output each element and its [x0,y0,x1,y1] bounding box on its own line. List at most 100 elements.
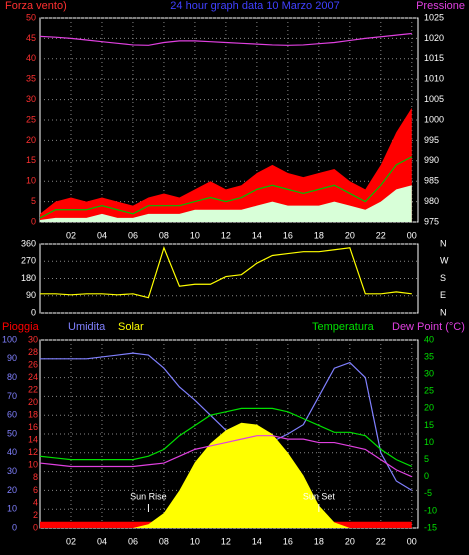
y2-tick-label: 35 [424,351,434,361]
y2-tick-label: 985 [424,176,439,186]
y-tick-label: 20 [26,135,36,145]
line [39,32,412,46]
y-tick-label: 20 [7,485,17,495]
x-tick-label: 02 [66,536,76,546]
legend-label: Umidita [68,321,106,333]
x-tick-label: 18 [314,230,324,240]
line [39,156,413,219]
y-tick-label: 0 [31,216,36,226]
y2-tick-label: 15 [424,420,434,430]
x-tick-label: 16 [283,230,293,240]
y2-tick-label: 1020 [424,33,444,43]
y3-tick-label: 24 [28,372,38,382]
y3-tick-label: 10 [28,460,38,470]
x-tick-label: 08 [159,536,169,546]
x-tick-label: 04 [97,230,107,240]
annotation: Sun Set [303,491,336,501]
y3-tick-label: 8 [33,472,38,482]
y2-tick-label: 990 [424,155,439,165]
y2-tick-label: 1000 [424,114,444,124]
x-tick-label: 22 [376,536,386,546]
legend-label: Pioggia [2,321,40,333]
y2-tick-label: 40 [424,334,434,344]
y3-tick-label: 4 [33,497,38,507]
y2-tick-label: -15 [424,522,437,532]
y2-tick-label: 30 [424,369,434,379]
y-tick-label: 0 [12,522,17,532]
y-tick-label: 100 [2,334,17,344]
x-tick-label: 22 [376,230,386,240]
y-tick-label: 25 [26,114,36,124]
x-tick-label: 20 [345,536,355,546]
y3-tick-label: 18 [28,410,38,420]
x-tick-label: 06 [128,536,138,546]
y-tick-label: 360 [21,238,36,248]
x-tick-label: 14 [252,230,262,240]
x-tick-label: 16 [283,536,293,546]
y3-tick-label: 6 [33,485,38,495]
direction-label: S [440,273,446,283]
y2-tick-label: 1015 [424,53,444,63]
legend-label: Solar [118,321,144,333]
direction-label: N [440,238,447,248]
y2-tick-label: 975 [424,216,439,226]
y3-tick-label: 30 [28,334,38,344]
y-tick-label: 70 [7,391,17,401]
x-tick-label: 08 [159,230,169,240]
x-tick-label: 10 [190,230,200,240]
y-tick-label: 5 [31,196,36,206]
y-tick-label: 30 [26,94,36,104]
chart-title: 24 hour graph data 10 Marzo 2007 [170,0,339,12]
y-tick-label: 80 [7,372,17,382]
y3-tick-label: 22 [28,385,38,395]
x-tick-label: 00 [407,230,417,240]
y2-tick-label: 20 [424,403,434,413]
y2-tick-label: 980 [424,196,439,206]
y3-tick-label: 20 [28,397,38,407]
y-tick-label: 180 [21,273,36,283]
y2-tick-label: 1025 [424,12,444,22]
x-tick-label: 12 [221,230,231,240]
y2-tick-label: 1005 [424,94,444,104]
x-tick-label: 18 [314,536,324,546]
y2-tick-label: 5 [424,454,429,464]
y-tick-label: 35 [26,74,36,84]
y2-tick-label: -10 [424,505,437,515]
y3-tick-label: 16 [28,422,38,432]
wind-label: Forza vento) [5,0,67,12]
y3-tick-label: 2 [33,510,38,520]
x-tick-label: 04 [97,536,107,546]
x-tick-label: 20 [345,230,355,240]
x-tick-label: 02 [66,230,76,240]
y2-tick-label: 995 [424,135,439,145]
direction-label: N [440,307,447,317]
y2-tick-label: 0 [424,471,429,481]
y-tick-label: 10 [26,176,36,186]
y-tick-label: 40 [26,53,36,63]
y2-tick-label: 10 [424,437,434,447]
y3-tick-label: 26 [28,359,38,369]
y-tick-label: 90 [26,290,36,300]
legend-label: Temperatura [312,321,375,333]
x-tick-label: 14 [252,536,262,546]
x-tick-label: 10 [190,536,200,546]
legend-label: Dew Point (°C) [392,321,465,333]
direction-label: W [440,256,449,266]
y3-tick-label: 12 [28,447,38,457]
y-tick-label: 45 [26,33,36,43]
y-tick-label: 10 [7,504,17,514]
y-tick-label: 90 [7,353,17,363]
y2-tick-label: -5 [424,488,432,498]
y-tick-label: 50 [7,428,17,438]
x-tick-label: 06 [128,230,138,240]
y-tick-label: 15 [26,155,36,165]
y-tick-label: 30 [7,466,17,476]
y-tick-label: 40 [7,447,17,457]
y-tick-label: 60 [7,410,17,420]
annotation: Sun Rise [130,491,167,501]
pressure-label: Pressione [416,0,465,12]
y3-tick-label: 14 [28,435,38,445]
y-tick-label: 50 [26,12,36,22]
y2-tick-label: 1010 [424,74,444,84]
